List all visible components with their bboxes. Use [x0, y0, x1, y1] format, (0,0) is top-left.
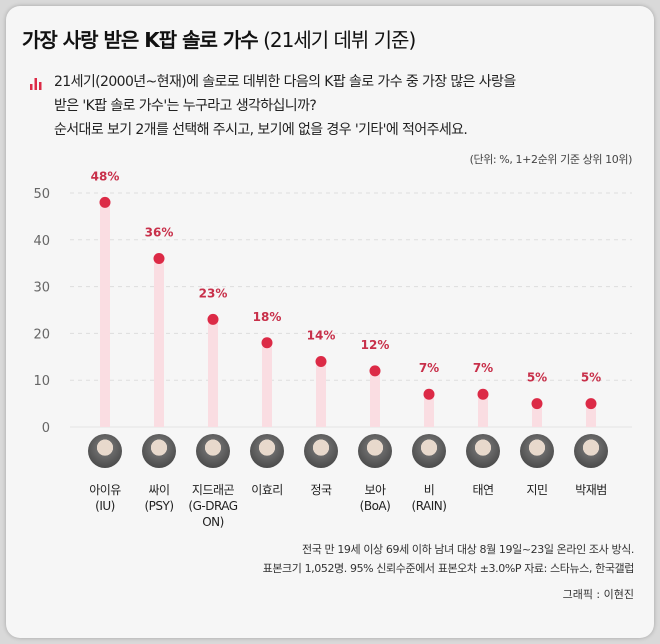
- singer-avatar: [196, 434, 230, 468]
- lollipop-dot: [531, 398, 543, 410]
- singer-avatar: [358, 434, 392, 468]
- data-label: 5%: [581, 371, 601, 385]
- lollipop-stem: [424, 394, 434, 427]
- data-label: 12%: [361, 338, 390, 352]
- footnote-line: 전국 만 19세 이상 69세 이하 남녀 대상 8월 19일~23일 온라인 …: [301, 543, 634, 556]
- lollipop-stem: [316, 361, 326, 427]
- lollipop-dot: [423, 388, 435, 400]
- lollipop-stem: [478, 394, 488, 427]
- singer-avatar: [412, 434, 446, 468]
- category-label-line: (IU): [95, 499, 115, 513]
- page-title: 가장 사랑 받은 K팝 솔로 가수 (21세기 데뷔 기준): [22, 24, 416, 53]
- category-label-line: (RAIN): [411, 499, 447, 513]
- lollipop-stem: [532, 403, 542, 427]
- lollipop-stem: [262, 342, 272, 427]
- data-label: 23%: [199, 286, 228, 300]
- data-label: 14%: [307, 328, 336, 342]
- data-label: 7%: [419, 361, 439, 375]
- y-tick-label: 30: [33, 281, 50, 296]
- lollipop-stem: [208, 319, 218, 427]
- lollipop-stem: [100, 202, 110, 427]
- title-main: 가장 사랑 받은 K팝 솔로 가수: [22, 28, 259, 52]
- data-label: 48%: [91, 169, 120, 183]
- lollipop-dot: [369, 365, 381, 377]
- category-label-line: 지드래곤: [191, 483, 235, 497]
- category-label-line: ON): [202, 515, 224, 529]
- category-label: 보아 (BoA): [340, 482, 410, 514]
- category-label-line: 보아: [364, 483, 386, 497]
- unit-note: (단위: %, 1+2순위 기준 상위 10위): [469, 153, 633, 166]
- lollipop-dot: [585, 398, 597, 410]
- question-line: 받은 'K팝 솔로 가수'는 누구라고 생각하십니까?: [54, 98, 317, 114]
- title-sub: (21세기 데뷔 기준): [263, 28, 416, 52]
- category-label-line: (PSY): [144, 499, 174, 513]
- footnote: 전국 만 19세 이상 69세 이하 남녀 대상 8월 19일~23일 온라인 …: [262, 540, 635, 578]
- data-label: 36%: [145, 226, 174, 240]
- singer-avatar: [574, 434, 608, 468]
- y-tick-label: 20: [33, 327, 50, 342]
- category-label-line: 아이유: [89, 483, 121, 497]
- category-label-line: 비: [423, 483, 435, 497]
- data-label: 18%: [253, 310, 282, 324]
- y-tick-label: 40: [33, 234, 50, 249]
- category-label: 이효리: [232, 482, 302, 498]
- category-label-line: (BoA): [359, 499, 391, 513]
- question-line: 21세기(2000년~현재)에 솔로로 데뷔한 다음의 K팝 솔로 가수 중 가…: [54, 74, 516, 90]
- y-tick-label: 0: [42, 421, 50, 436]
- survey-question: 21세기(2000년~현재)에 솔로로 데뷔한 다음의 K팝 솔로 가수 중 가…: [54, 70, 634, 142]
- lollipop-dot: [207, 313, 219, 325]
- singer-avatar: [88, 434, 122, 468]
- lollipop-stem: [154, 258, 164, 427]
- credit: 그래픽 : 이현진: [562, 588, 634, 601]
- category-label: 박재범: [556, 482, 626, 498]
- category-label-line: 태연: [472, 483, 494, 497]
- bar-chart-icon: [30, 78, 42, 90]
- category-label-line: 지민: [526, 483, 548, 497]
- category-label-line: 정국: [310, 483, 332, 497]
- category-label-line: 싸이: [148, 483, 170, 497]
- lollipop-dot: [99, 196, 111, 208]
- lollipop-stem: [370, 370, 380, 427]
- singer-avatar: [250, 434, 284, 468]
- category-label: 아이유 (IU): [70, 482, 140, 514]
- category-label: 태연: [448, 482, 518, 498]
- category-label-line: 박재범: [575, 483, 607, 497]
- category-label: 싸이 (PSY): [124, 482, 194, 514]
- category-label: 정국: [286, 482, 356, 498]
- data-label: 7%: [473, 361, 493, 375]
- lollipop-dot: [477, 388, 489, 400]
- singer-avatar: [304, 434, 338, 468]
- lollipop-stem: [586, 403, 596, 427]
- data-label: 5%: [527, 371, 547, 385]
- singer-avatar: [142, 434, 176, 468]
- category-label: 지드래곤 (G-DRAG ON): [178, 482, 248, 530]
- lollipop-dot: [261, 337, 273, 349]
- category-label: 비 (RAIN): [394, 482, 464, 514]
- singer-avatar: [520, 434, 554, 468]
- category-label-line: (G-DRAG: [188, 499, 238, 513]
- lollipop-dot: [315, 355, 327, 367]
- y-tick-label: 10: [33, 374, 50, 389]
- infographic-card: [6, 6, 654, 638]
- y-tick-label: 50: [33, 187, 50, 202]
- singer-avatar: [466, 434, 500, 468]
- lollipop-dot: [153, 253, 165, 265]
- category-label-line: 이효리: [251, 483, 283, 497]
- footnote-line: 표본크기 1,052명. 95% 신뢰수준에서 표본오차 ±3.0%P 자료: …: [262, 562, 635, 575]
- question-line: 순서대로 보기 2개를 선택해 주시고, 보기에 없을 경우 '기타'에 적어주…: [54, 122, 468, 138]
- category-label: 지민: [502, 482, 572, 498]
